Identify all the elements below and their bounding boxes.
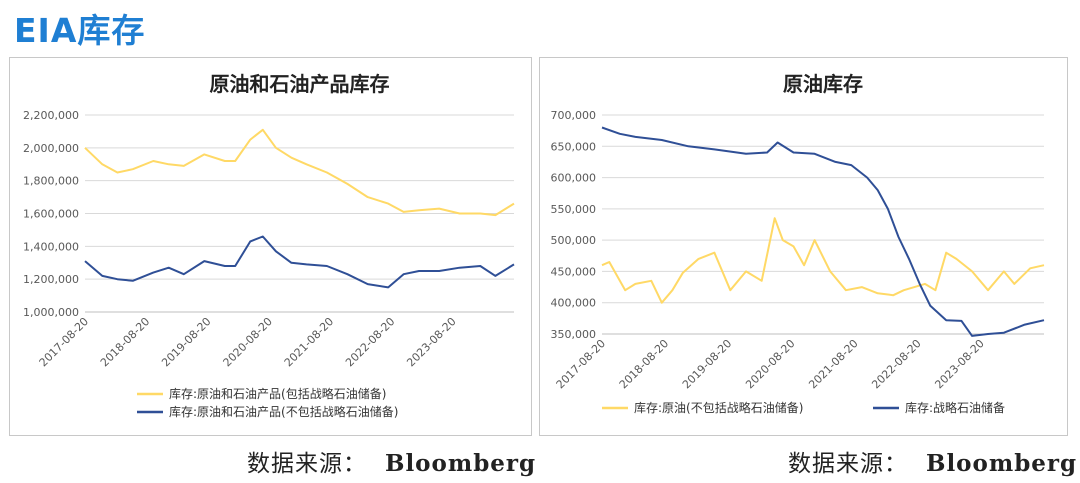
source-note-right: 数据来源： Bloomberg bbox=[788, 444, 1077, 478]
chart-title: 原油和石油产品库存 bbox=[210, 72, 390, 96]
y-tick-label: 700,000 bbox=[551, 109, 597, 122]
y-tick-label: 450,000 bbox=[551, 265, 597, 278]
x-tick-label: 2018-08-20 bbox=[98, 315, 152, 369]
x-tick-label: 2023-08-20 bbox=[404, 315, 458, 369]
x-tick-label: 2019-08-20 bbox=[159, 315, 213, 369]
source-brand: Bloomberg bbox=[385, 450, 537, 477]
y-tick-label: 350,000 bbox=[551, 328, 597, 341]
page-title: EIA库存 bbox=[14, 11, 146, 50]
legend-label: 库存:战略石油储备 bbox=[905, 400, 1005, 415]
source-note-left: 数据来源： Bloomberg bbox=[247, 444, 536, 478]
x-tick-label: 2022-08-20 bbox=[343, 315, 397, 369]
series-line-second bbox=[601, 126, 1045, 337]
series-line-first bbox=[601, 217, 1045, 304]
x-tick-label: 2020-08-20 bbox=[743, 337, 797, 391]
y-tick-label: 1,600,000 bbox=[23, 208, 79, 221]
y-tick-label: 1,200,000 bbox=[23, 273, 79, 286]
source-label: 数据来源： bbox=[788, 451, 908, 477]
y-tick-label: 650,000 bbox=[551, 140, 597, 153]
x-tick-label: 2021-08-20 bbox=[282, 315, 336, 369]
chart-svg: 原油和石油产品库存 1,000,000 1,200,000 1,400,000 1,60… bbox=[23, 72, 515, 419]
y-tick-label: 1,800,000 bbox=[23, 175, 79, 188]
x-tick-label: 2021-08-20 bbox=[806, 337, 860, 391]
y-tick-label: 1,000,000 bbox=[23, 306, 79, 319]
x-tick-label: 2023-08-20 bbox=[932, 337, 986, 391]
y-tick-label: 550,000 bbox=[551, 203, 597, 216]
source-brand: Bloomberg bbox=[926, 450, 1078, 477]
legend-label: 库存:原油和石油产品(包括战略石油储备) bbox=[169, 386, 386, 401]
y-tick-label: 2,200,000 bbox=[23, 109, 79, 122]
y-tick-label: 1,400,000 bbox=[23, 240, 79, 253]
series-line-first bbox=[84, 128, 515, 217]
series-line-second bbox=[84, 235, 515, 289]
x-tick-label: 2017-08-20 bbox=[37, 315, 91, 369]
chart-svg: 原油库存 350,000 400,000 450,000 500,000 550,000 6… bbox=[551, 72, 1045, 415]
x-tick-label: 2022-08-20 bbox=[869, 337, 923, 391]
x-tick-label: 2019-08-20 bbox=[680, 337, 734, 391]
source-label: 数据来源： bbox=[247, 451, 367, 477]
legend-label: 库存:原油(不包括战略石油储备) bbox=[634, 400, 803, 415]
chart-panel-left: 原油和石油产品库存 1,000,000 1,200,000 1,400,000 1,60… bbox=[9, 57, 532, 436]
y-tick-label: 400,000 bbox=[551, 297, 597, 310]
chart-panel-right: 原油库存 350,000 400,000 450,000 500,000 550,000 6… bbox=[539, 57, 1068, 436]
y-tick-label: 600,000 bbox=[551, 172, 597, 185]
x-tick-label: 2018-08-20 bbox=[617, 337, 671, 391]
x-tick-label: 2017-08-20 bbox=[554, 337, 608, 391]
chart-title: 原油库存 bbox=[783, 72, 863, 96]
y-tick-label: 500,000 bbox=[551, 234, 597, 247]
x-tick-label: 2020-08-20 bbox=[221, 315, 275, 369]
legend-label: 库存:原油和石油产品(不包括战略石油储备) bbox=[169, 404, 398, 419]
y-tick-label: 2,000,000 bbox=[23, 142, 79, 155]
